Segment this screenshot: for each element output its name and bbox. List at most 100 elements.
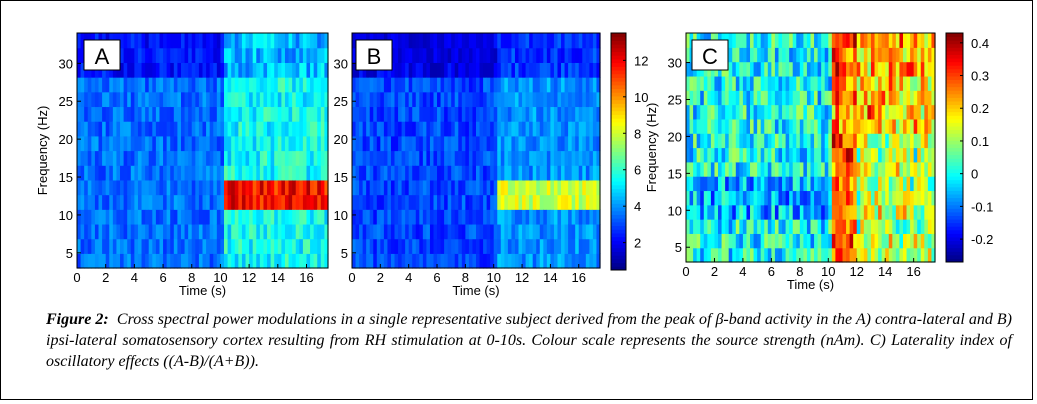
heatmap-cell	[764, 147, 769, 163]
heatmap-cell	[504, 165, 509, 181]
heatmap-cell	[693, 75, 698, 91]
colorbar-step	[611, 88, 626, 93]
heatmap-cell	[529, 62, 534, 78]
heatmap-cell	[451, 194, 456, 210]
heatmap-cell	[184, 106, 189, 122]
heatmap-cell	[465, 106, 470, 122]
heatmap-cell	[476, 238, 481, 254]
heatmap-cell	[789, 204, 794, 220]
heatmap-cell	[184, 77, 189, 93]
heatmap-cell	[878, 90, 883, 106]
heatmap-cell	[380, 223, 385, 240]
heatmap-cell	[571, 165, 576, 181]
heatmap-cell	[317, 106, 322, 122]
heatmap-cell	[220, 194, 225, 210]
heatmap-cell	[284, 179, 290, 196]
heatmap-cell	[493, 91, 498, 108]
heatmap-cell	[821, 104, 826, 120]
heatmap-cell	[550, 150, 555, 166]
colorbar-step	[946, 222, 963, 227]
heatmap-cell	[539, 77, 544, 93]
heatmap-cell	[405, 253, 410, 269]
heatmap-cell	[259, 33, 265, 49]
heatmap-cell	[227, 135, 232, 152]
heatmap-cell	[803, 219, 808, 234]
heatmap-cell	[281, 121, 286, 137]
heatmap-cell	[536, 47, 541, 63]
heatmap-cell	[479, 179, 484, 196]
heatmap-cell	[227, 209, 232, 225]
heatmap-cell	[696, 233, 701, 249]
heatmap-cell	[543, 165, 548, 181]
heatmap-cell	[313, 194, 318, 210]
heatmap-cell	[141, 209, 146, 225]
heatmap-cell	[782, 147, 787, 163]
heatmap-cell	[553, 150, 559, 166]
heatmap-cell	[860, 204, 865, 220]
heatmap-cell	[270, 150, 275, 166]
heatmap-cell	[824, 75, 829, 91]
heatmap-cell	[867, 190, 872, 206]
heatmap-cell	[578, 91, 583, 108]
heatmap-cell	[444, 62, 449, 78]
heatmap-cell	[867, 233, 872, 249]
y-tick-label: 30	[59, 56, 73, 71]
heatmap-cell	[310, 47, 315, 63]
heatmap-cell	[568, 253, 573, 269]
heatmap-cell	[739, 75, 744, 91]
heatmap-cell	[536, 238, 541, 254]
heatmap-cell	[195, 62, 200, 78]
heatmap-cell	[202, 91, 207, 108]
heatmap-cell	[188, 253, 193, 269]
heatmap-cell	[718, 204, 723, 220]
heatmap-cell	[80, 121, 85, 137]
heatmap-cell	[277, 47, 282, 63]
heatmap-cell	[507, 209, 513, 225]
heatmap-cell	[109, 91, 114, 108]
heatmap-cell	[433, 62, 438, 78]
heatmap-cell	[867, 219, 872, 234]
heatmap-cell	[732, 147, 737, 163]
heatmap-cell	[137, 209, 143, 225]
heatmap-cell	[231, 209, 236, 225]
heatmap-cell	[881, 204, 886, 220]
heatmap-cell	[596, 209, 601, 225]
heatmap-cell	[483, 253, 488, 269]
heatmap-cell	[440, 150, 445, 166]
heatmap-cell	[575, 253, 580, 269]
heatmap-cell	[760, 104, 765, 120]
heatmap-cell	[778, 247, 783, 263]
y-tick-label: 20	[334, 132, 348, 147]
colorbar-step	[946, 83, 963, 88]
heatmap-cell	[155, 121, 161, 137]
heatmap-cell	[447, 194, 452, 210]
heatmap-cell	[867, 247, 872, 263]
heatmap-cell	[317, 121, 322, 137]
heatmap-cell	[109, 253, 114, 269]
heatmap-cell	[568, 179, 573, 196]
heatmap-cell	[398, 135, 403, 152]
heatmap-cell	[141, 165, 146, 181]
heatmap-cell	[256, 253, 261, 269]
heatmap-cell	[415, 91, 420, 108]
colorbar-step	[611, 236, 626, 241]
heatmap-cell	[274, 135, 279, 152]
heatmap-cell	[252, 253, 257, 269]
x-tick-label: 2	[102, 270, 109, 285]
heatmap-cell	[259, 106, 265, 122]
heatmap-cell	[209, 223, 214, 240]
heatmap-cell	[105, 253, 110, 269]
heatmap-cell	[472, 62, 477, 78]
colorbar-step	[946, 115, 963, 120]
heatmap-cell	[284, 209, 290, 225]
heatmap-cell	[518, 165, 523, 181]
heatmap-cell	[102, 121, 107, 137]
heatmap-cell	[206, 253, 211, 269]
heatmap-cell	[718, 176, 723, 192]
heatmap-cell	[553, 209, 559, 225]
heatmap-cell	[518, 47, 523, 63]
heatmap-cell	[700, 233, 705, 249]
heatmap-cell	[895, 176, 901, 192]
y-tick-label: 10	[334, 208, 348, 223]
heatmap-cell	[426, 165, 431, 181]
